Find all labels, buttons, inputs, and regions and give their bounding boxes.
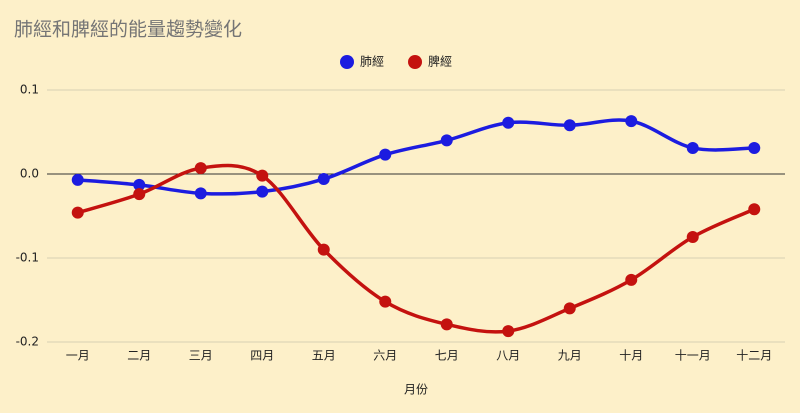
x-tick-label: 六月 [373, 349, 397, 363]
data-point [440, 134, 453, 147]
data-point [133, 178, 146, 191]
x-tick-label: 四月 [250, 349, 274, 363]
legend-marker [408, 55, 423, 69]
legend: 肺經 脾經 [340, 54, 452, 69]
data-point [502, 325, 515, 338]
data-point [686, 141, 699, 154]
y-tick-label: 0.1 [20, 83, 39, 97]
y-tick-label: 0.0 [20, 167, 39, 181]
data-point [625, 115, 638, 128]
data-point [686, 231, 699, 243]
x-tick-label: 一月 [66, 349, 90, 363]
x-tick-label: 二月 [127, 349, 151, 363]
data-point [256, 169, 269, 182]
data-point [256, 185, 269, 198]
data-point [71, 206, 84, 219]
x-tick-label: 十一月 [675, 349, 711, 363]
data-point [317, 243, 330, 256]
data-point [502, 116, 515, 129]
data-point [625, 273, 638, 286]
legend-marker [340, 55, 354, 69]
data-point [194, 187, 207, 200]
data-point [71, 173, 84, 186]
x-tick-label: 十月 [619, 349, 643, 363]
legend-label: 肺經 [360, 55, 384, 69]
data-point [317, 173, 330, 186]
data-point [748, 203, 761, 216]
x-tick-label: 八月 [496, 349, 520, 363]
x-tick-label: 九月 [558, 349, 582, 363]
x-axis-title: 月份 [404, 383, 428, 397]
y-tick-label: -0.1 [16, 251, 39, 265]
data-point [133, 188, 146, 201]
y-tick-label: -0.2 [16, 335, 39, 349]
chart-title: 肺經和脾經的能量趨勢變化 [14, 19, 242, 41]
legend-label: 脾經 [428, 54, 452, 69]
data-point [440, 318, 453, 331]
x-tick-label: 十二月 [736, 349, 772, 363]
data-point [748, 141, 761, 154]
data-point [379, 148, 392, 161]
data-point [563, 302, 576, 315]
data-point [563, 119, 576, 132]
data-point [379, 295, 392, 308]
x-tick-label: 七月 [435, 349, 459, 363]
data-point [194, 162, 207, 175]
x-tick-label: 五月 [312, 349, 336, 363]
x-tick-label: 三月 [189, 349, 213, 363]
